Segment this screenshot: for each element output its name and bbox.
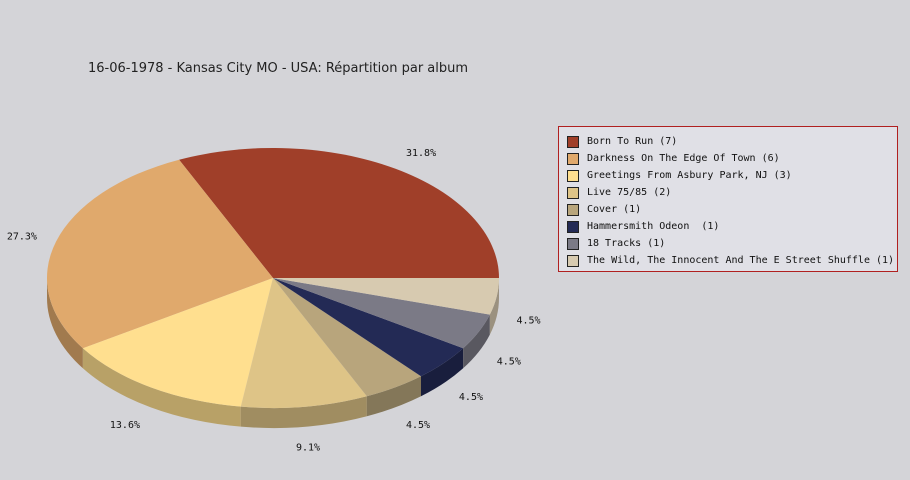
pie-percent-label: 27.3% (7, 232, 37, 243)
pie-slice-side (420, 348, 464, 397)
legend-item: Greetings From Asbury Park, NJ (3) (567, 167, 897, 184)
pie-slice (273, 278, 464, 377)
legend-label: Hammersmith Odeon (1) (587, 221, 720, 232)
legend-label: Live 75/85 (2) (587, 187, 672, 198)
pie-percent-label: 9.1% (296, 442, 320, 453)
legend: Born To Run (7) Darkness On The Edge Of T… (558, 126, 898, 272)
pie-slice (273, 278, 499, 315)
legend-swatch (567, 254, 579, 267)
pie-slice (273, 278, 490, 349)
legend-swatch (567, 169, 579, 182)
legend-swatch (567, 152, 579, 165)
legend-item: Live 75/85 (2) (567, 184, 897, 201)
legend-item: Born To Run (7) (567, 133, 897, 150)
legend-swatch (567, 237, 579, 250)
pie-percent-label: 31.8% (406, 148, 436, 159)
legend-item: Darkness On The Edge Of Town (6) (567, 150, 897, 167)
pie-percent-label: 13.6% (110, 420, 140, 431)
legend-item: Hammersmith Odeon (1) (567, 218, 897, 235)
pie-slice-side (82, 348, 241, 427)
legend-label: Darkness On The Edge Of Town (6) (587, 153, 780, 164)
legend-label: The Wild, The Innocent And The E Street … (587, 255, 895, 266)
pie-slice (240, 278, 367, 408)
legend-label: 18 Tracks (1) (587, 238, 666, 249)
pie-depth (47, 278, 499, 428)
pie-slice-side (463, 314, 490, 369)
legend-swatch (567, 135, 579, 148)
pie-slice (179, 147, 499, 278)
legend-item: 18 Tracks (1) (567, 235, 897, 252)
pie-slice-side (240, 396, 367, 428)
pie-slice (47, 159, 274, 349)
pie-slice (82, 278, 273, 407)
legend-item: Cover (1) (567, 201, 897, 218)
legend-item: The Wild, The Innocent And The E Street … (567, 252, 897, 269)
pie-slice-side (489, 278, 499, 335)
legend-label: Cover (1) (587, 204, 642, 215)
chart-title: 16-06-1978 - Kansas City MO - USA: Répar… (88, 61, 469, 76)
pie-percent-label: 4.5% (459, 392, 483, 403)
legend-swatch (567, 220, 579, 233)
legend-swatch (567, 203, 579, 216)
pie-slice-side (47, 278, 83, 369)
pie-slice-side (366, 376, 421, 417)
pie-percent-label: 4.5% (406, 420, 430, 431)
pie-percent-label: 4.5% (516, 315, 540, 326)
legend-label: Born To Run (7) (587, 136, 678, 147)
legend-swatch (567, 186, 579, 199)
legend-label: Greetings From Asbury Park, NJ (3) (587, 170, 792, 181)
pie-percent-label: 4.5% (497, 356, 521, 367)
pie-slice (273, 278, 421, 397)
